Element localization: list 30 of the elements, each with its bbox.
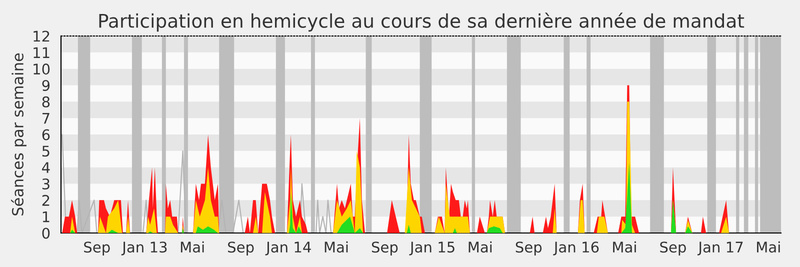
y-axis-title: Séances par semaine — [11, 53, 26, 216]
y-tick-label: 6 — [42, 129, 50, 140]
y-tick-label: 9 — [42, 80, 50, 91]
x-tick-label: Mai — [613, 241, 636, 253]
x-tick-label: Jan 17 — [697, 242, 743, 256]
x-tick-label: Jan 15 — [409, 242, 454, 256]
y-tick-label: 3 — [42, 178, 50, 190]
x-tick-label: Jan 13 — [121, 242, 167, 256]
x-tick-label: Sep — [372, 242, 398, 256]
y-tick-label: 8 — [42, 96, 50, 108]
x-tick-label: Sep — [660, 242, 686, 256]
y-tick-label: 0 — [42, 228, 50, 239]
x-tick-label: Mai — [324, 241, 348, 253]
x-tick-label: Jan 14 — [265, 242, 311, 256]
x-tick-label: Mai — [468, 241, 492, 253]
y-tick-label: 2 — [42, 194, 50, 206]
y-tick-label: 12 — [34, 30, 50, 42]
chart-title: Participation en hemicycle au cours de sa dernière année de mandat — [99, 12, 744, 32]
y-tick-label: 11 — [34, 47, 50, 58]
y-tick-label: 5 — [42, 146, 50, 157]
y-tick-label: 7 — [42, 112, 50, 124]
y-tick-label: 10 — [34, 64, 50, 75]
x-tick-label: Mai — [757, 241, 780, 253]
x-tick-label: Mai — [180, 241, 204, 253]
x-tick-label: Sep — [84, 242, 110, 256]
x-tick-label: Jan 16 — [553, 242, 599, 256]
x-tick-label: Sep — [228, 242, 254, 256]
y-tick-label: 4 — [42, 162, 50, 173]
x-tick-label: Sep — [516, 242, 542, 256]
y-tick-label: 1 — [42, 211, 50, 222]
